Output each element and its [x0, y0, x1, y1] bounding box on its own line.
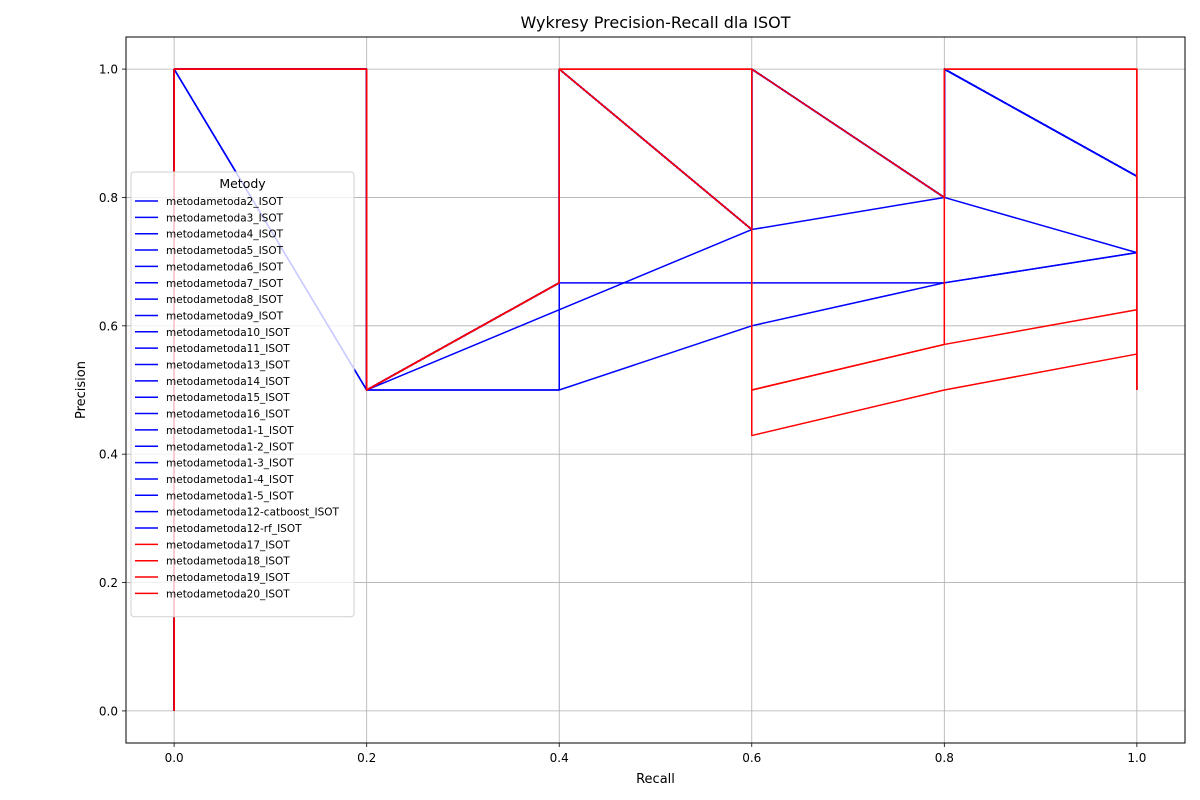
- legend-entry-label: metodametoda1-2_ISOT: [166, 441, 294, 453]
- series-lines: [173, 68, 1138, 711]
- legend-entry-label: metodametoda1-1_ISOT: [166, 425, 294, 437]
- y-tick-label: 1.0: [99, 63, 118, 77]
- legend-entry-label: metodametoda14_ISOT: [166, 376, 290, 388]
- x-axis-label: Recall: [636, 772, 675, 787]
- legend-entry-label: metodametoda1-4_ISOT: [166, 474, 294, 486]
- axis-ticks: 0.0 0.2 0.4 0.6 0.8 1.0 0.0 0.2 0.4 0.6 0.8 1.0: [99, 63, 1147, 765]
- legend-entry-label: metodametoda2_ISOT: [166, 196, 284, 208]
- legend-entry-label: metodametoda16_ISOT: [166, 409, 290, 421]
- legend-entry-label: metodametoda6_ISOT: [166, 261, 284, 273]
- x-tick-label: 0.0: [165, 751, 184, 765]
- series-line-25: [173, 68, 1138, 711]
- legend-entry-label: metodametoda1-3_ISOT: [166, 458, 294, 470]
- y-tick-label: 0.2: [99, 576, 118, 590]
- y-tick-label: 0.8: [99, 191, 118, 205]
- y-tick-label: 0.6: [99, 319, 118, 333]
- legend-entry-label: metodametoda5_ISOT: [166, 245, 284, 257]
- x-tick-label: 0.8: [935, 751, 954, 765]
- legend-entry-label: metodametoda3_ISOT: [166, 212, 284, 224]
- legend: Metody metodametoda2_ISOT metodametoda3_IS…: [130, 171, 355, 618]
- legend-entry-label: metodametoda20_ISOT: [166, 588, 290, 600]
- legend-entry-label: metodametoda17_ISOT: [166, 539, 290, 551]
- legend-box: [130, 171, 355, 618]
- legend-entry-label: metodametoda13_ISOT: [166, 360, 290, 372]
- x-tick-label: 0.6: [742, 751, 761, 765]
- x-tick-label: 0.2: [357, 751, 376, 765]
- legend-entry-label: metodametoda12-catboost_ISOT: [166, 507, 340, 519]
- legend-entry-label: metodametoda4_ISOT: [166, 229, 284, 241]
- legend-entry-label: metodametoda10_ISOT: [166, 327, 290, 339]
- y-tick-label: 0.4: [99, 448, 118, 462]
- legend-entry-label: metodametoda11_ISOT: [166, 343, 290, 355]
- chart-title: Wykresy Precision-Recall dla ISOT: [521, 13, 791, 32]
- x-tick-label: 1.0: [1127, 751, 1146, 765]
- y-axis-label: Precision: [74, 361, 89, 419]
- legend-entry-label: metodametoda18_ISOT: [166, 556, 290, 568]
- x-tick-label: 0.4: [550, 751, 569, 765]
- legend-entry-label: metodametoda7_ISOT: [166, 278, 284, 290]
- legend-entry-label: metodametoda8_ISOT: [166, 294, 284, 306]
- plot-area-frame: [125, 36, 1186, 744]
- legend-title: Metody: [219, 176, 266, 191]
- y-tick-label: 0.0: [99, 704, 118, 718]
- legend-entry-label: metodametoda12-rf_ISOT: [166, 523, 302, 535]
- legend-entry-label: metodametoda15_ISOT: [166, 392, 290, 404]
- legend-entry-label: metodametoda1-5_ISOT: [166, 490, 294, 502]
- legend-entry-label: metodametoda9_ISOT: [166, 310, 284, 322]
- legend-entry-label: metodametoda19_ISOT: [166, 572, 290, 584]
